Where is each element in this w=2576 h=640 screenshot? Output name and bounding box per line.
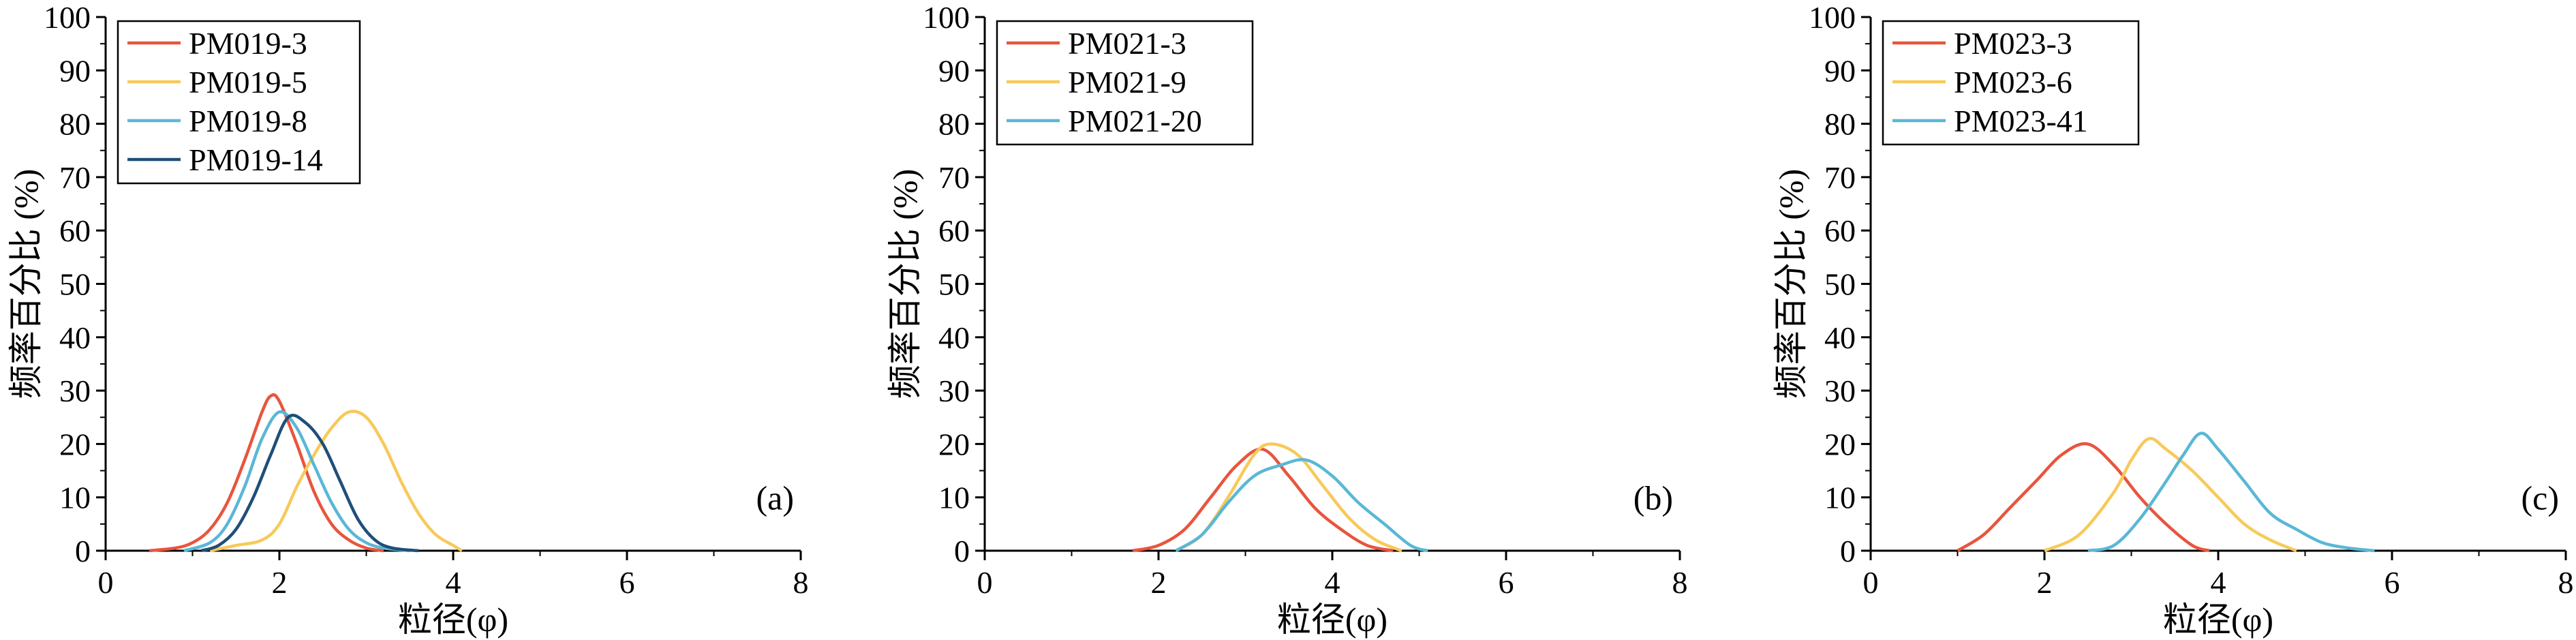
chart-panel-1: 0 10 20 30 40 50 60 70 80 90 100 0 2 4 6 8 粒径(φ) 频率百分比 (%… bbox=[7, 0, 809, 639]
legend-label: PM019-3 bbox=[189, 26, 307, 61]
y-tick-label: 40 bbox=[59, 320, 91, 355]
legend-label: PM019-5 bbox=[189, 65, 307, 100]
y-tick-label: 90 bbox=[938, 53, 970, 88]
y-tick-label: 0 bbox=[75, 534, 91, 568]
series-line-PM019-5 bbox=[209, 410, 463, 553]
y-tick-label: 10 bbox=[59, 481, 91, 515]
legend-label: PM023-6 bbox=[1954, 65, 2072, 100]
y-tick-label: 60 bbox=[1824, 213, 1856, 248]
y-tick-label: 40 bbox=[938, 320, 970, 355]
x-tick-label: 4 bbox=[1325, 565, 1340, 600]
x-axis-title: 粒径(φ) bbox=[2163, 600, 2273, 639]
y-tick-label: 30 bbox=[938, 374, 970, 408]
series-line-PM023-41 bbox=[2087, 431, 2375, 553]
y-tick-label: 0 bbox=[1840, 534, 1856, 568]
y-tick-label: 100 bbox=[44, 0, 91, 35]
y-tick-label: 90 bbox=[59, 53, 91, 88]
x-axis-title: 粒径(φ) bbox=[398, 600, 508, 639]
y-tick-label: 80 bbox=[938, 107, 970, 142]
x-tick-label: 0 bbox=[977, 565, 993, 600]
series-line-PM019-14 bbox=[200, 414, 419, 553]
y-tick-label: 40 bbox=[1824, 320, 1856, 355]
y-axis-title: 频率百分比 (%) bbox=[1772, 169, 1810, 399]
legend-label: PM019-14 bbox=[189, 142, 323, 177]
y-tick-label: 90 bbox=[1824, 53, 1856, 88]
y-tick-label: 100 bbox=[923, 0, 970, 35]
legend-label: PM021-3 bbox=[1068, 26, 1186, 61]
y-tick-label: 10 bbox=[938, 481, 970, 515]
x-tick-label: 2 bbox=[1151, 565, 1167, 600]
series-line-PM019-3 bbox=[149, 393, 384, 553]
legend-label: PM023-3 bbox=[1954, 26, 2072, 61]
panel-label: (c) bbox=[2521, 479, 2560, 517]
legend-label: PM019-8 bbox=[189, 104, 307, 138]
y-tick-label: 60 bbox=[938, 213, 970, 248]
panel-label: (a) bbox=[756, 479, 795, 517]
y-tick-label: 0 bbox=[954, 534, 970, 568]
x-tick-label: 4 bbox=[2211, 565, 2226, 600]
x-tick-label: 2 bbox=[272, 565, 288, 600]
legend-label: PM021-20 bbox=[1068, 104, 1202, 138]
x-tick-label: 8 bbox=[793, 565, 809, 600]
series-line-PM021-3 bbox=[1132, 447, 1394, 553]
legend-box bbox=[117, 20, 361, 185]
x-axis-title: 粒径(φ) bbox=[1277, 600, 1387, 639]
x-tick-label: 0 bbox=[98, 565, 114, 600]
series-line-PM019-8 bbox=[183, 410, 410, 553]
legend-label: PM021-9 bbox=[1068, 65, 1186, 100]
y-axis-title: 频率百分比 (%) bbox=[886, 169, 924, 399]
x-tick-label: 8 bbox=[2558, 565, 2574, 600]
y-tick-label: 50 bbox=[938, 267, 970, 302]
panel-label: (b) bbox=[1634, 479, 1673, 517]
y-tick-label: 50 bbox=[59, 267, 91, 302]
series-line-PM023-3 bbox=[1957, 442, 2210, 553]
y-tick-label: 30 bbox=[59, 374, 91, 408]
y-tick-label: 20 bbox=[938, 427, 970, 461]
x-tick-label: 0 bbox=[1863, 565, 1879, 600]
y-tick-label: 70 bbox=[59, 160, 91, 195]
x-tick-label: 6 bbox=[1499, 565, 1514, 600]
y-tick-label: 20 bbox=[1824, 427, 1856, 461]
series-line-PM021-20 bbox=[1175, 458, 1428, 553]
x-tick-label: 2 bbox=[2037, 565, 2053, 600]
y-tick-label: 10 bbox=[1824, 481, 1856, 515]
y-tick-label: 20 bbox=[59, 427, 91, 461]
x-tick-label: 6 bbox=[619, 565, 635, 600]
chart-panel-3: 0 10 20 30 40 50 60 70 80 90 100 0 2 4 6 8 粒径(φ) 频率百分比 (%… bbox=[1772, 0, 2574, 639]
y-tick-label: 30 bbox=[1824, 374, 1856, 408]
legend-label: PM023-41 bbox=[1954, 104, 2088, 138]
x-tick-label: 4 bbox=[446, 565, 461, 600]
y-tick-label: 80 bbox=[59, 107, 91, 142]
x-tick-label: 6 bbox=[2385, 565, 2400, 600]
y-tick-label: 70 bbox=[1824, 160, 1856, 195]
chart-panel-2: 0 10 20 30 40 50 60 70 80 90 100 0 2 4 6 8 粒径(φ) 频率百分比 (%… bbox=[886, 0, 1688, 639]
y-tick-label: 60 bbox=[59, 213, 91, 248]
y-tick-label: 100 bbox=[1809, 0, 1856, 35]
y-tick-label: 50 bbox=[1824, 267, 1856, 302]
y-axis-title: 频率百分比 (%) bbox=[7, 169, 45, 399]
x-tick-label: 8 bbox=[1672, 565, 1688, 600]
y-tick-label: 80 bbox=[1824, 107, 1856, 142]
y-tick-label: 70 bbox=[938, 160, 970, 195]
series-line-PM023-6 bbox=[2044, 436, 2297, 553]
